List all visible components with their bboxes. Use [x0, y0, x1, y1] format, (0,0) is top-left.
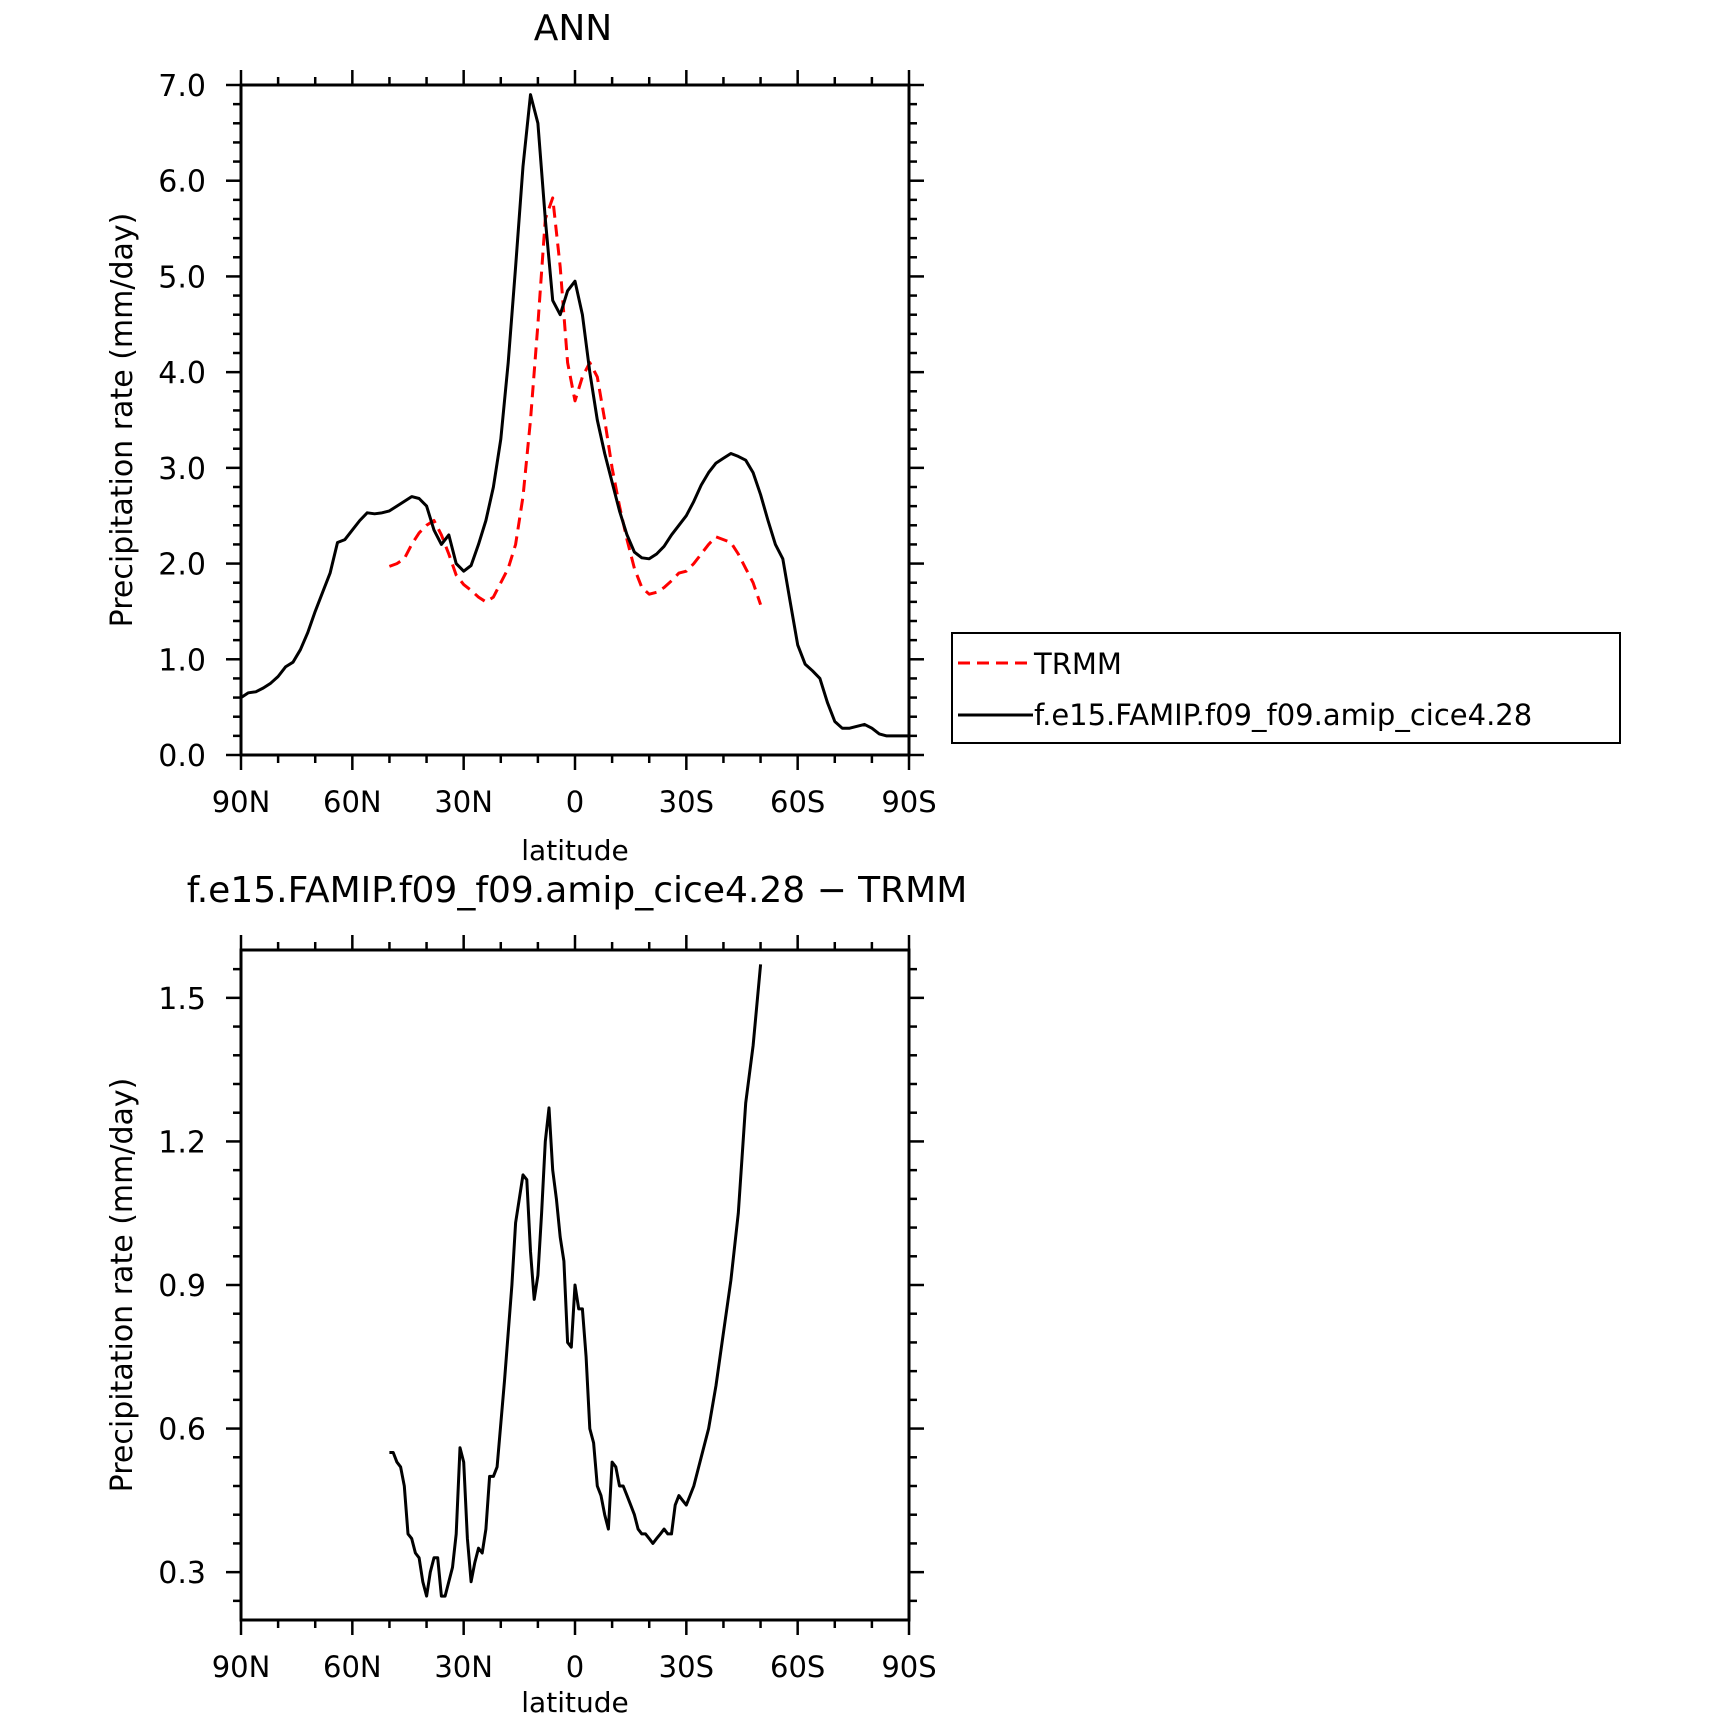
top-x-tick-label: 30S	[659, 785, 714, 819]
legend-box	[951, 632, 1621, 744]
bottom-y-tick-label: 0.3	[158, 1556, 206, 1591]
top-y-tick-label: 6.0	[158, 165, 206, 200]
legend-label-model: f.e15.FAMIP.f09_f09.amip_cice4.28	[1034, 698, 1532, 732]
bottom-series-lines	[389, 964, 763, 1598]
top-plot-frame	[239, 83, 911, 757]
bottom-series-line-1	[389, 964, 763, 1598]
bottom-x-tick-label: 60N	[323, 1650, 382, 1684]
top-y-tick-label: 3.0	[158, 452, 206, 487]
bottom-y-axis-label: Precipitation rate (mm/day)	[105, 1078, 140, 1493]
top-chart-title: ANN	[534, 8, 613, 49]
top-x-tick-label: 0	[566, 785, 584, 819]
bottom-x-tick-label: 90S	[881, 1650, 936, 1684]
top-y-tick-labels: 0.0 1.0 2.0 3.0 4.0 5.0 6.0 7.0	[158, 69, 206, 774]
top-series-line-1	[388, 196, 763, 606]
top-series-lines	[240, 93, 909, 738]
legend-label-trmm: TRMM	[1033, 647, 1122, 681]
top-x-tick-label: 60S	[770, 785, 825, 819]
bottom-x-tick-labels: 90N 60N 30N 0 30S 60S 90S	[212, 1650, 937, 1684]
top-series-line-2	[240, 93, 909, 738]
top-axes-ticks	[226, 70, 924, 770]
top-y-axis-label: Precipitation rate (mm/day)	[105, 213, 140, 628]
bottom-axes-ticks	[226, 935, 924, 1635]
bottom-x-tick-label: 30N	[434, 1650, 493, 1684]
top-x-tick-labels: 90N 60N 30N 0 30S 60S 90S	[212, 785, 937, 819]
top-x-tick-label: 60N	[323, 785, 382, 819]
top-x-tick-label: 30N	[434, 785, 493, 819]
bottom-x-tick-label: 0	[566, 1650, 584, 1684]
top-y-tick-label: 2.0	[158, 548, 206, 583]
bottom-y-tick-label: 0.6	[158, 1413, 206, 1448]
top-panel: ANN 0.0 1.0 2.0 3.0 4.0 5.0 6.0 7.0 90N 60N 30N 0 3…	[105, 8, 937, 867]
bottom-y-tick-label: 1.2	[158, 1125, 206, 1160]
bottom-y-tick-label: 0.9	[158, 1269, 206, 1304]
bottom-y-tick-label: 1.5	[158, 982, 206, 1017]
top-y-tick-label: 5.0	[158, 260, 206, 295]
bottom-x-tick-label: 60S	[770, 1650, 825, 1684]
top-y-tick-label: 1.0	[158, 643, 206, 678]
bottom-x-tick-label: 90N	[212, 1650, 271, 1684]
top-x-tick-label: 90S	[881, 785, 936, 819]
top-y-tick-label: 4.0	[158, 356, 206, 391]
bottom-y-tick-labels: 0.3 0.6 0.9 1.2 1.5	[158, 982, 206, 1591]
bottom-panel: f.e15.FAMIP.f09_f09.amip_cice4.28 − TRMM…	[105, 870, 967, 1717]
top-y-tick-label: 0.0	[158, 739, 206, 774]
bottom-x-axis-label: latitude	[521, 1686, 628, 1717]
top-x-tick-label: 90N	[212, 785, 271, 819]
bottom-x-tick-label: 30S	[659, 1650, 714, 1684]
top-y-tick-label: 7.0	[158, 69, 206, 104]
bottom-chart-title: f.e15.FAMIP.f09_f09.amip_cice4.28 − TRMM	[187, 870, 968, 911]
top-x-axis-label: latitude	[521, 834, 628, 867]
legend: TRMM f.e15.FAMIP.f09_f09.amip_cice4.28	[951, 632, 1621, 744]
